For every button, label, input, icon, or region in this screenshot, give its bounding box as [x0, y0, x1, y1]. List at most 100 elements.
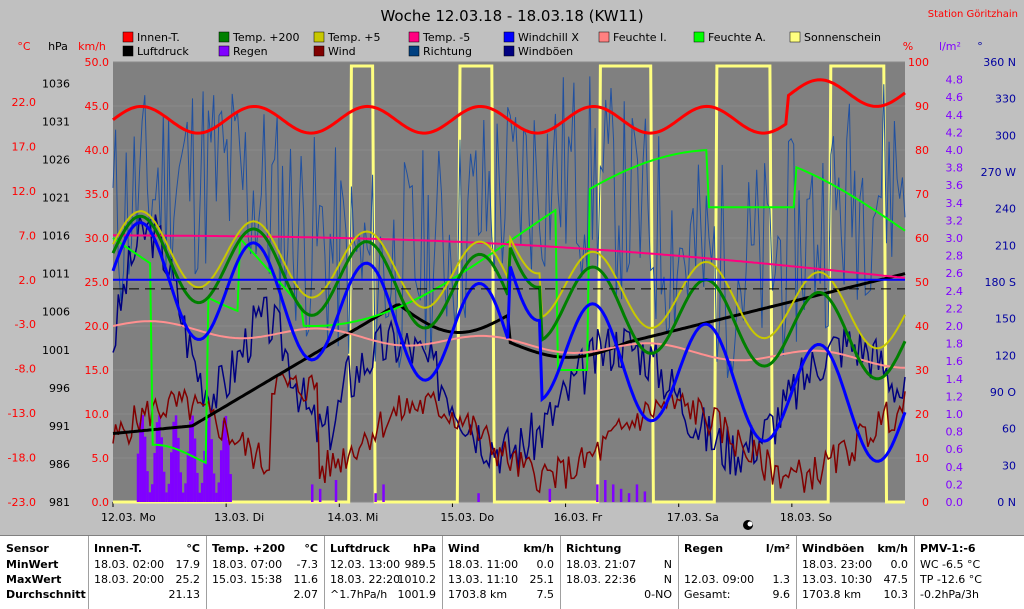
- tick-label: 17.0: [12, 140, 37, 153]
- tick-label: 1016: [42, 230, 70, 243]
- stats-header: Regen: [684, 542, 724, 555]
- legend-swatch: [122, 45, 134, 57]
- stats-row: 1703.8 km 7.5: [442, 588, 560, 602]
- tick-label: 2.4: [946, 285, 964, 298]
- stats-unit: km/h: [523, 542, 554, 555]
- rain-bar: [635, 484, 639, 502]
- stats-unit: km/h: [877, 542, 908, 555]
- tick-label: 1006: [42, 306, 70, 319]
- tick-label: 30: [1002, 459, 1016, 472]
- legend-swatch: [693, 31, 705, 43]
- rain-bar: [160, 437, 164, 502]
- tick-label: 981: [49, 496, 70, 509]
- series-humidity-in: [112, 320, 905, 369]
- tick-label: 0.2: [946, 478, 964, 491]
- stats-table: Sensor MinWert MaxWert Durchschnitt Innen-T.…: [0, 535, 1024, 609]
- rain-bar: [174, 415, 178, 502]
- rain-bar: [148, 492, 152, 502]
- stats-cell-label: 12.03. 09:00: [684, 573, 755, 586]
- x-tick-label: 13.03. Di: [214, 511, 264, 524]
- tick-label: 1.2: [946, 390, 964, 403]
- stats-header: Innen-T.: [94, 542, 143, 555]
- legend-swatch: [218, 31, 230, 43]
- stats-unit: hPa: [412, 542, 436, 555]
- stats-row: ^1.7hPa/h 1001.9: [324, 588, 442, 602]
- stats-cell-value: 25.2: [175, 573, 201, 586]
- tick-label: -23.0: [8, 496, 36, 509]
- legend-label: Temp. +200: [232, 31, 300, 44]
- stats-header: Temp. +200: [212, 542, 286, 555]
- rain-bar: [179, 472, 183, 502]
- tick-label: 90 O: [990, 386, 1016, 399]
- tick-label: 360 N: [983, 56, 1016, 69]
- stats-cell-value: N: [663, 558, 672, 571]
- rain-bar: [165, 492, 168, 502]
- stats-row: 0-NO: [560, 588, 678, 602]
- stats-row: MaxWert: [0, 573, 88, 587]
- rain-bar: [189, 421, 192, 502]
- series-windchill: [111, 221, 907, 463]
- stats-row: [678, 558, 796, 572]
- rain-bar: [318, 488, 322, 502]
- rain-bar: [153, 452, 156, 502]
- stats-cell-label: 18.03. 02:00: [94, 558, 165, 571]
- rain-bar: [196, 472, 199, 502]
- stats-cell-value: 9.6: [772, 588, 791, 601]
- rain-bar: [186, 451, 190, 502]
- tick-label: 12.0: [12, 185, 37, 198]
- rain-bar: [334, 480, 338, 502]
- series-gusts: [112, 214, 906, 476]
- tick-label: 30: [915, 364, 929, 377]
- rain-bar: [227, 439, 230, 502]
- moon-phase-icon: [747, 521, 753, 527]
- legend-swatch: [503, 31, 515, 43]
- x-tick-label: 17.03. Sa: [667, 511, 719, 524]
- tick-label: -3.0: [15, 318, 36, 331]
- tick-label: 10: [915, 452, 929, 465]
- stats-header: PMV-1:-6: [920, 542, 976, 555]
- stats-cell-value: 25.1: [529, 573, 555, 586]
- stats-row: Gesamt: 9.6: [678, 588, 796, 602]
- series-direction: [112, 76, 906, 378]
- tick-label: 210: [995, 239, 1016, 252]
- tick-label: 3.6: [946, 179, 964, 192]
- rain-bar: [215, 492, 218, 502]
- axis-unit: hPa: [48, 40, 68, 53]
- stats-section: Luftdruck hPa 12.03. 13:00 989.5 18.03. 22:2…: [324, 536, 443, 609]
- tick-label: 30.0: [85, 232, 110, 245]
- stats-row: 2.07: [206, 588, 324, 602]
- stats-cell-label: 18.03. 22:36: [566, 573, 637, 586]
- rain-bar: [200, 482, 204, 502]
- stats-section: Innen-T. °C 18.03. 02:00 17.9 18.03. 20:00 25…: [88, 536, 207, 609]
- rain-bar: [224, 415, 228, 502]
- tick-label: 3.4: [946, 197, 964, 210]
- series-wind: [112, 372, 906, 494]
- legend-swatch: [122, 31, 134, 43]
- stats-cell-label: ^1.7hPa/h: [330, 588, 388, 601]
- tick-label: 330: [995, 93, 1016, 106]
- tick-label: 4.2: [946, 126, 964, 139]
- tick-label: 15.0: [85, 364, 110, 377]
- tick-label: 240: [995, 203, 1016, 216]
- tick-label: 60: [915, 232, 929, 245]
- tick-label: 1.0: [946, 408, 964, 421]
- rain-bar: [219, 450, 223, 502]
- tick-label: 50.0: [85, 56, 110, 69]
- rain-bar: [619, 488, 623, 502]
- stats-row: 18.03. 11:00 0.0: [442, 558, 560, 572]
- stats-cell-label: -0.2hPa/3h: [920, 588, 979, 601]
- stats-cell-value: 10.3: [883, 588, 909, 601]
- stats-cell-label: 15.03. 15:38: [212, 573, 283, 586]
- stats-row: 18.03. 07:00 -7.3: [206, 558, 324, 572]
- rain-bar: [643, 491, 647, 502]
- tick-label: 70: [915, 188, 929, 201]
- rain-bar: [208, 415, 211, 502]
- tick-label: 2.0: [946, 320, 964, 333]
- tick-label: 300: [995, 129, 1016, 142]
- rain-bar: [210, 439, 213, 502]
- stats-row: 15.03. 15:38 11.6: [206, 573, 324, 587]
- tick-label: 4.6: [946, 91, 964, 104]
- rain-bar: [604, 480, 607, 502]
- tick-label: 60: [1002, 423, 1016, 436]
- stats-cell-label: 13.03. 11:10: [448, 573, 519, 586]
